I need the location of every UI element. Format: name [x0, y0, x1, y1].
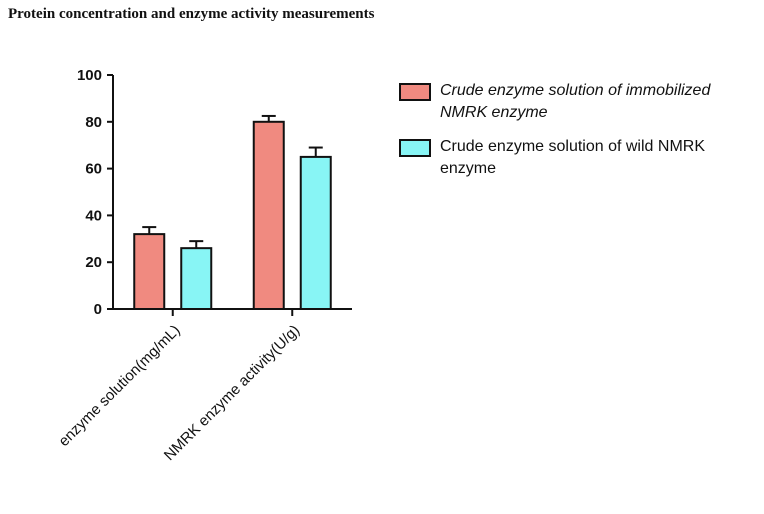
legend: Crude enzyme solution of immobilized NMR…: [399, 80, 739, 192]
legend-label: Crude enzyme solution of wild NMRK enzym…: [440, 138, 705, 177]
y-tick-label: 80: [85, 114, 102, 131]
y-tick-label: 100: [77, 67, 102, 84]
bar: [180, 247, 213, 311]
y-tick-label: 0: [94, 301, 102, 318]
y-tick-label: 40: [85, 207, 102, 224]
x-tick-label: enzyme solution(mg/mL): [55, 322, 183, 450]
legend-item: Crude enzyme solution of immobilized NMR…: [399, 80, 739, 124]
bar: [252, 120, 285, 310]
bar: [133, 233, 166, 310]
legend-swatch: [399, 139, 431, 157]
legend-label: Crude enzyme solution of immobilized NMR…: [440, 82, 711, 121]
y-tick-label: 60: [85, 161, 102, 178]
bar: [299, 155, 332, 310]
legend-item: Crude enzyme solution of wild NMRK enzym…: [399, 136, 739, 180]
legend-swatch: [399, 83, 431, 101]
y-tick-label: 20: [85, 254, 102, 271]
chart-title: Protein concentration and enzyme activit…: [8, 6, 375, 22]
x-tick-label: NMRK enzyme activity(U/g): [161, 322, 303, 464]
